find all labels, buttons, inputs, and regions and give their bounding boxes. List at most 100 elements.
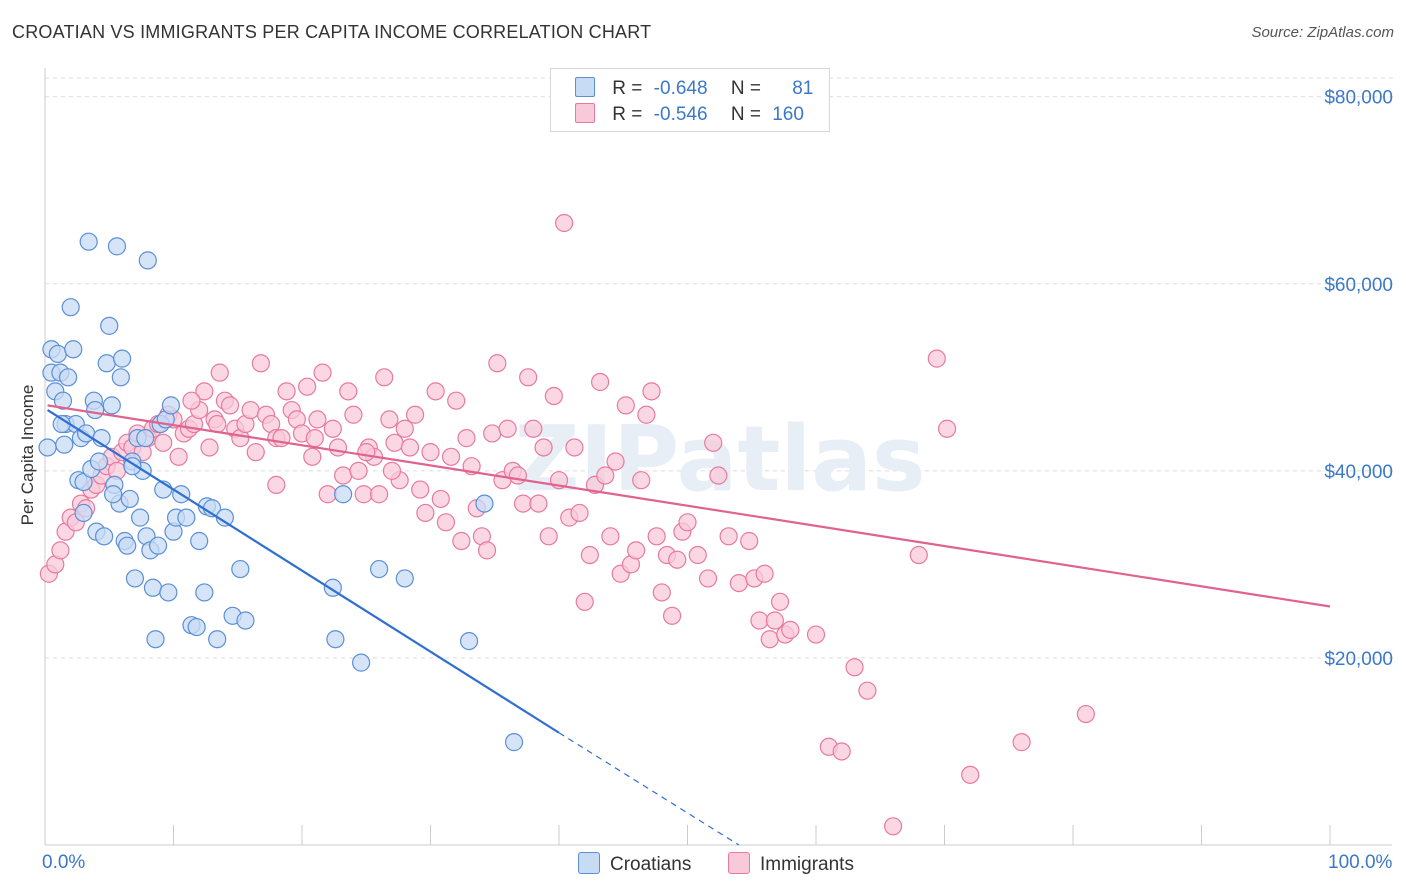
immigrants-point	[452, 531, 471, 551]
immigrants-point	[580, 545, 599, 565]
immigrants-trend-line	[47, 404, 1331, 608]
immigrants-point	[529, 494, 548, 513]
immigrants-point	[447, 391, 466, 410]
immigrants-point	[729, 573, 749, 593]
immigrants-point	[370, 485, 389, 504]
immigrants-point	[426, 382, 445, 401]
immigrants-point	[755, 564, 774, 583]
legend-n-label: N =	[730, 78, 761, 99]
y-tick-label: $20,000	[1324, 649, 1393, 670]
immigrants-swatch	[575, 103, 595, 123]
legend-r-label: R =	[612, 78, 643, 99]
croatians-point	[100, 316, 119, 335]
immigrants-point	[421, 443, 440, 462]
immigrants-point	[488, 354, 507, 373]
y-tick-label: $80,000	[1324, 88, 1393, 109]
immigrants-point	[961, 765, 980, 784]
immigrants-point	[220, 396, 240, 415]
immigrants-point	[858, 681, 877, 700]
immigrants-point	[375, 368, 394, 387]
y-tick-labels: $20,000 $40,000 $60,000 $80,000	[1324, 88, 1393, 670]
immigrants-point	[937, 419, 957, 438]
legend-r-value: -0.546	[653, 104, 708, 125]
legend-item-croatians[interactable]: Croatians	[578, 852, 691, 876]
immigrants-swatch	[728, 852, 750, 874]
immigrants-point	[508, 466, 527, 485]
immigrants-point	[845, 658, 864, 677]
immigrants-point	[344, 405, 363, 424]
immigrants-point	[544, 386, 563, 406]
legend-item-immigrants[interactable]: Immigrants	[728, 852, 854, 876]
immigrants-point	[513, 494, 533, 513]
croatians-point	[395, 569, 414, 588]
immigrants-point	[832, 742, 851, 761]
immigrants-point	[195, 382, 214, 401]
immigrants-point	[575, 592, 594, 611]
immigrants-point	[169, 447, 188, 466]
immigrants-point	[308, 410, 327, 429]
immigrants-point	[200, 438, 219, 457]
croatians-point	[86, 400, 105, 420]
croatians-point	[326, 630, 345, 649]
immigrants-point	[662, 606, 682, 625]
immigrants-point	[539, 527, 558, 546]
immigrants-point	[298, 377, 317, 396]
immigrants-point	[1012, 733, 1031, 752]
immigrants-point	[431, 489, 450, 509]
croatians-swatch	[578, 852, 600, 874]
legend-label-croatians: Croatians	[610, 854, 692, 875]
stats-legend: R = -0.648 N = 81 R = -0.546 N = 160	[550, 68, 830, 132]
x-tick-max: 100.0%	[1328, 852, 1393, 873]
immigrants-point	[647, 527, 666, 546]
immigrants-point	[411, 480, 430, 499]
immigrants-point	[596, 466, 615, 485]
immigrants-point	[678, 513, 697, 532]
immigrants-point	[740, 531, 759, 551]
legend-label-immigrants: Immigrants	[760, 854, 854, 875]
immigrants-point	[154, 433, 173, 452]
legend-r-value: -0.648	[653, 78, 708, 99]
croatians-point	[74, 503, 93, 523]
immigrants-point	[760, 630, 779, 649]
immigrants-point	[637, 405, 656, 424]
croatians-point	[195, 583, 214, 602]
immigrants-point	[303, 447, 322, 466]
croatians-point	[59, 368, 78, 387]
immigrants-point	[909, 545, 928, 565]
immigrants-point	[380, 410, 399, 429]
immigrants-point	[498, 419, 517, 438]
croatians-point	[97, 354, 116, 373]
immigrants-point	[570, 503, 589, 523]
watermark: ZIPatlas	[514, 407, 925, 512]
croatians-point	[370, 559, 389, 579]
croatians-point	[38, 438, 57, 457]
watermark-text: ZIPatlas	[514, 407, 925, 512]
immigrants-point	[709, 466, 728, 485]
immigrants-point	[323, 419, 342, 438]
legend-r-label: R =	[612, 104, 643, 125]
immigrants-point	[519, 368, 538, 387]
immigrants-point	[51, 541, 70, 560]
croatians-trend-extension	[558, 732, 740, 846]
legend-row-croatians: R = -0.648 N = 81	[575, 77, 813, 101]
immigrants-point	[1076, 704, 1095, 724]
immigrants-point	[405, 405, 425, 424]
legend-n-label: N =	[730, 104, 761, 125]
croatians-point	[504, 733, 524, 752]
croatians-point	[136, 429, 155, 448]
croatians-point	[177, 508, 196, 527]
croatians-point	[190, 531, 209, 551]
immigrants-point	[524, 419, 543, 438]
croatians-point	[79, 232, 98, 251]
croatians-point	[53, 391, 73, 410]
immigrants-points	[39, 213, 1095, 836]
immigrants-point	[416, 503, 435, 523]
immigrants-point	[241, 400, 260, 420]
immigrants-point	[349, 461, 368, 480]
immigrants-point	[883, 817, 903, 836]
croatians-point	[161, 396, 181, 415]
axes	[44, 68, 1392, 846]
immigrants-point	[765, 611, 784, 630]
croatians-point	[143, 578, 163, 597]
